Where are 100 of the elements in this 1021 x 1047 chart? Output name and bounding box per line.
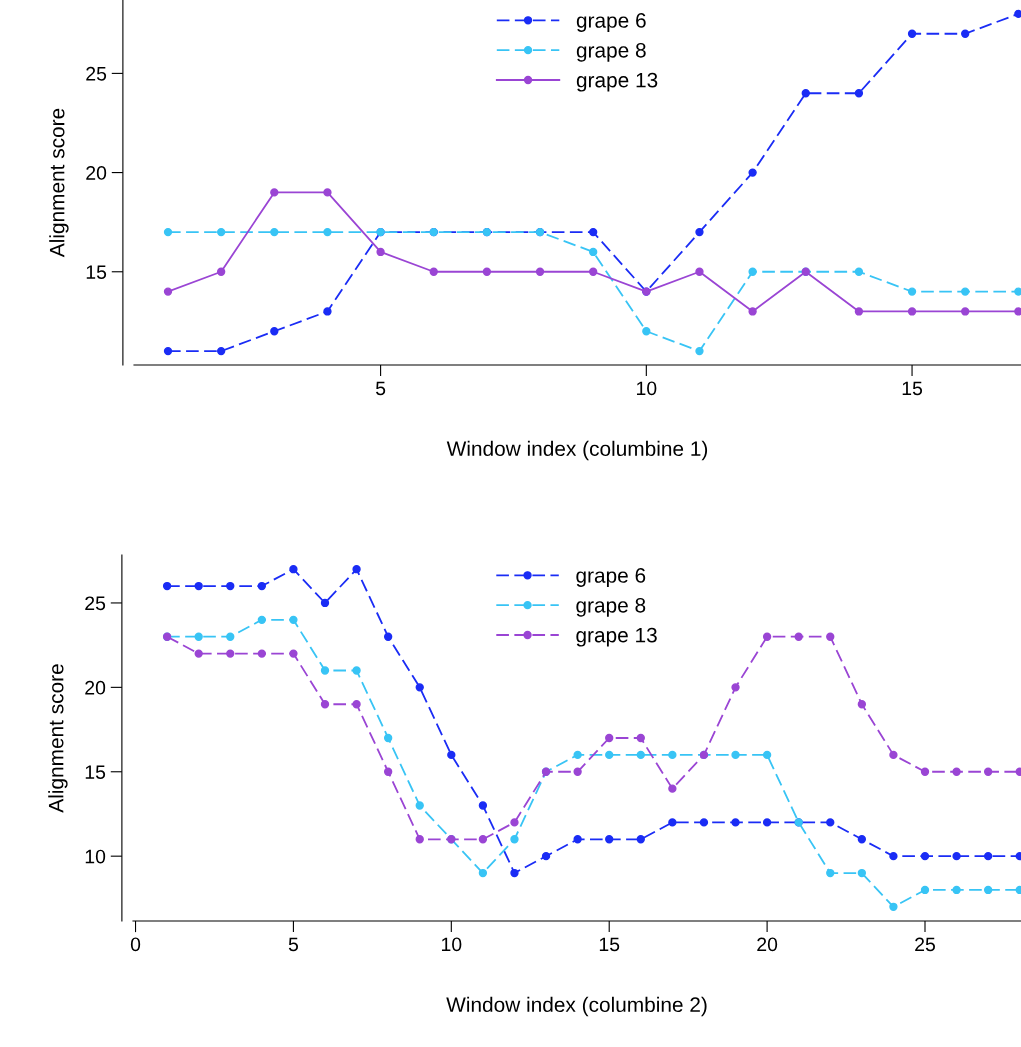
point (762, 632, 772, 641)
point (535, 267, 545, 276)
point (695, 346, 704, 356)
x-tick-label: 20 (757, 937, 778, 952)
point (226, 649, 235, 658)
point (194, 649, 203, 658)
point (857, 700, 867, 709)
point (323, 227, 332, 237)
point (1014, 9, 1021, 19)
point (857, 868, 867, 878)
y-tick-label: 10 (85, 849, 106, 864)
point (826, 868, 835, 878)
point (573, 767, 582, 776)
x-tick-label: 5 (375, 381, 386, 396)
point (415, 801, 424, 810)
point (826, 818, 835, 827)
point (289, 615, 298, 624)
y-tick-label: 25 (86, 66, 107, 81)
legend-label: grape 13 (576, 627, 657, 647)
point (854, 89, 864, 98)
point (636, 750, 645, 760)
point (589, 227, 598, 237)
point (889, 902, 898, 911)
y-tick-label: 20 (85, 680, 106, 695)
point (961, 287, 970, 296)
point (323, 188, 332, 197)
point (854, 307, 864, 316)
point (605, 835, 614, 844)
point (952, 885, 961, 895)
point (642, 327, 651, 336)
point (961, 307, 970, 316)
point (226, 581, 235, 591)
point (920, 852, 930, 861)
point (668, 818, 677, 827)
point (320, 666, 330, 675)
point (907, 287, 917, 296)
point (352, 666, 361, 675)
point (731, 818, 740, 827)
point (270, 227, 279, 237)
x-tick-label: 0 (130, 937, 141, 952)
point (889, 750, 898, 760)
point (226, 632, 235, 641)
point (415, 835, 424, 844)
point (163, 287, 173, 296)
point (482, 267, 492, 276)
legend-label: grape 13 (576, 72, 658, 92)
point (952, 852, 961, 861)
point (794, 632, 803, 641)
y-tick-label: 20 (86, 166, 107, 180)
point (163, 346, 173, 356)
y-tick-label: 15 (86, 265, 107, 279)
x-tick-label: 5 (288, 937, 299, 952)
point (636, 835, 645, 844)
point (383, 632, 393, 641)
point (748, 168, 757, 177)
point (920, 767, 930, 776)
x-tick-label: 10 (636, 381, 657, 396)
point (478, 835, 488, 844)
point (352, 565, 361, 574)
legend-label: grape 6 (576, 568, 646, 587)
point (605, 750, 614, 760)
point (961, 29, 970, 38)
point (573, 835, 582, 844)
point (762, 818, 772, 827)
point (889, 852, 898, 861)
y-axis-title: Alignment score (49, 108, 69, 258)
point (748, 307, 757, 316)
point (699, 818, 709, 827)
x-tick-label: 15 (902, 381, 923, 396)
point (748, 267, 757, 276)
point (162, 581, 172, 591)
point (216, 227, 226, 237)
x-axis-title: Window index (columbine 2) (446, 996, 707, 1017)
point (983, 767, 993, 776)
x-tick-label: 15 (599, 937, 620, 952)
point (352, 700, 361, 709)
point (668, 784, 677, 793)
y-axis-title: Alignment score (48, 664, 68, 813)
point (801, 89, 810, 98)
point (194, 581, 203, 591)
point (415, 683, 424, 692)
point (605, 733, 614, 743)
point (323, 307, 332, 316)
point (510, 835, 519, 844)
y-tick-label: 25 (85, 596, 106, 611)
point (920, 885, 930, 895)
point (854, 267, 864, 276)
point (429, 267, 438, 276)
point (216, 346, 226, 356)
point (510, 818, 519, 827)
x-tick-label: 25 (915, 937, 935, 952)
point (320, 598, 330, 608)
point (907, 29, 917, 38)
point (194, 632, 203, 641)
point (762, 750, 772, 760)
point (589, 267, 598, 276)
point (447, 750, 456, 760)
point (1014, 287, 1021, 296)
point (589, 247, 598, 257)
legend-label: grape 8 (576, 597, 646, 617)
